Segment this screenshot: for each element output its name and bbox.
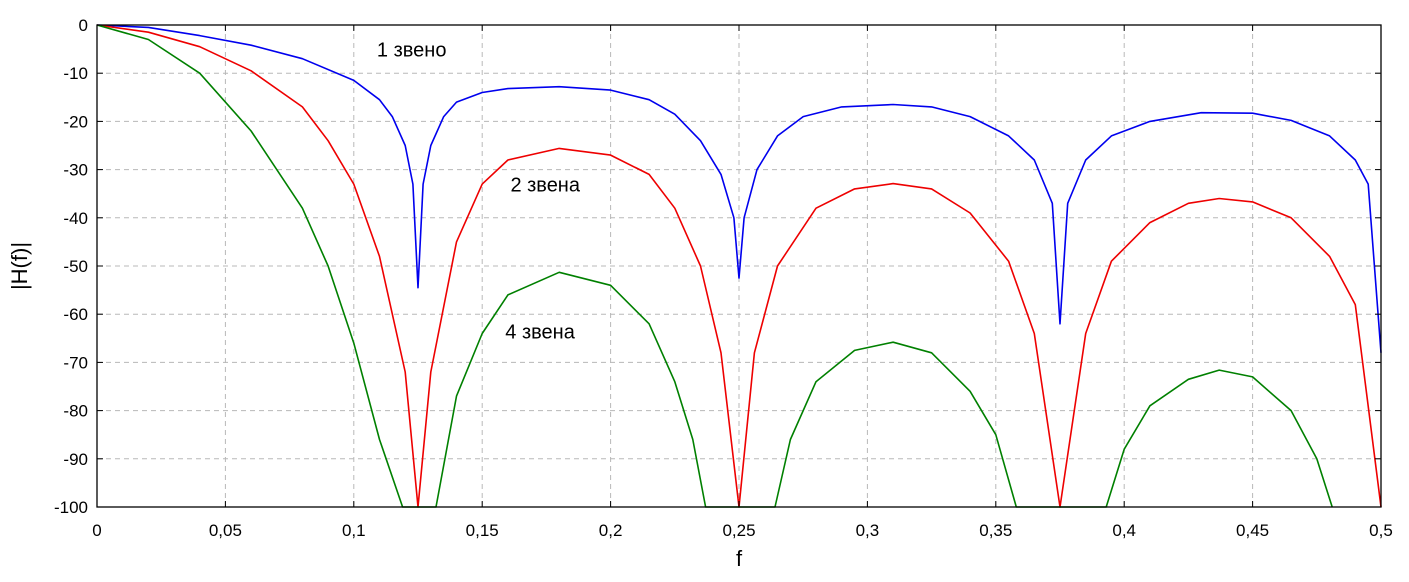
x-tick-label: 0,3	[856, 521, 880, 540]
x-tick-label: 0,35	[979, 521, 1012, 540]
series-annotation: 2 звена	[510, 174, 580, 196]
x-tick-label: 0,1	[342, 521, 366, 540]
x-tick-label: 0	[92, 521, 101, 540]
label-layer: 0 0,05 0,1 0,15 0,2 0,25 0,3 0,35 0,4 0,45 0,50-10…	[54, 16, 1393, 540]
y-tick-label: -50	[63, 257, 88, 276]
y-tick-label: -20	[63, 112, 88, 131]
y-tick-label: 0	[79, 16, 88, 35]
series-annotation: 4 звена	[505, 321, 575, 343]
series-annotation: 1 звено	[377, 39, 447, 61]
x-tick-label: 0,25	[722, 521, 755, 540]
annotation-layer: 1 звено 2 звена 4 звена	[377, 39, 581, 343]
y-tick-label: -100	[54, 498, 88, 517]
y-tick-label: -90	[63, 450, 88, 469]
series-line-1	[96, 24, 1382, 353]
grid-layer	[97, 25, 1381, 507]
x-axis-title: f	[736, 546, 743, 571]
y-tick-label: -80	[63, 402, 88, 421]
y-axis-title: |H(f)|	[7, 242, 32, 290]
tick-layer	[96, 24, 1382, 508]
x-tick-label: 0,15	[466, 521, 499, 540]
x-tick-label: 0,2	[599, 521, 623, 540]
y-tick-label: -30	[63, 161, 88, 180]
y-tick-label: -10	[63, 64, 88, 83]
x-tick-label: 0,5	[1369, 521, 1393, 540]
x-tick-label: 0,05	[209, 521, 242, 540]
x-tick-label: 0,4	[1112, 521, 1136, 540]
y-tick-label: -70	[63, 353, 88, 372]
x-tick-label: 0,45	[1236, 521, 1269, 540]
y-tick-label: -60	[63, 305, 88, 324]
series-line-3	[96, 24, 1333, 508]
y-tick-label: -40	[63, 209, 88, 228]
